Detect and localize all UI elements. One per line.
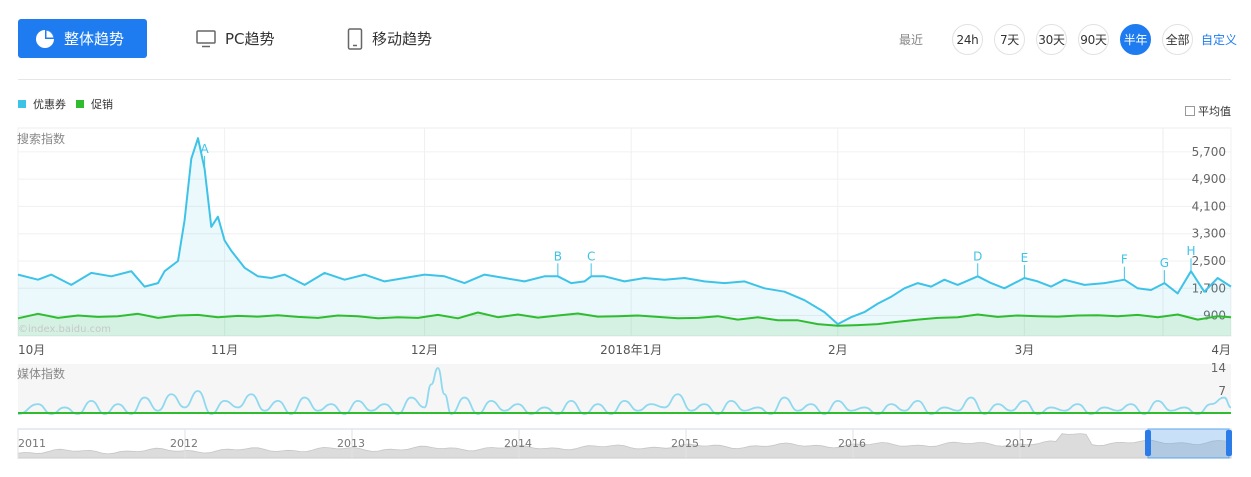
media-plot-area [18, 364, 1231, 414]
navigator-year-label: 2015 [671, 437, 699, 450]
tab-pc-trend[interactable]: PC趋势 [196, 19, 275, 58]
monitor-icon [196, 29, 216, 48]
legend-swatch-promo [76, 100, 84, 108]
time-range-selector: 最近 24h 7天 30天 90天 半年 全部 自定义 [899, 24, 1237, 55]
average-checkbox[interactable] [1185, 106, 1195, 116]
navigator-year-label: 2012 [170, 437, 198, 450]
search-coupon-series-line [17, 137, 1232, 326]
annotation-label-h: H [1186, 244, 1195, 258]
navigator-year-label: 2011 [18, 437, 46, 450]
x-tick-label: 4月 [1211, 343, 1231, 357]
search-promo-series-line [17, 311, 1232, 327]
watermark-text: ©index.baidu.com [18, 324, 111, 335]
annotation-label-c: C [587, 249, 595, 263]
legend-swatch-coupon [18, 100, 26, 108]
annotation-label-g: G [1160, 256, 1169, 270]
media-y-tick-label: 7 [1218, 384, 1226, 398]
range-90d-button[interactable]: 90天 [1077, 24, 1109, 55]
annotation-label-f: F [1121, 253, 1128, 267]
pie-chart-icon [35, 29, 55, 49]
y-tick-label: 5,700 [1192, 145, 1226, 159]
legend-label-coupon: 优惠券 [33, 98, 66, 111]
legend-label-promo: 促销 [91, 98, 113, 111]
x-tick-label: 12月 [411, 343, 438, 357]
navigator-year-label: 2014 [504, 437, 532, 450]
toolbar-divider [18, 79, 1231, 80]
y-tick-label: 4,900 [1192, 172, 1226, 186]
annotation-label-b: B [554, 249, 562, 263]
range-24h-button[interactable]: 24h [951, 24, 983, 55]
y-tick-label: 2,500 [1192, 254, 1226, 268]
range-all-button[interactable]: 全部 [1161, 24, 1193, 55]
range-7d-button[interactable]: 7天 [993, 24, 1025, 55]
navigator-year-label: 2016 [838, 437, 866, 450]
tab-pc-trend-label: PC趋势 [225, 30, 275, 48]
media-index-label: 媒体指数 [17, 366, 65, 381]
range-30d-button[interactable]: 30天 [1035, 24, 1067, 55]
x-tick-label: 2月 [828, 343, 848, 357]
navigator-year-label: 2013 [337, 437, 365, 450]
media-coupon-line [17, 367, 1232, 415]
navigator-area [17, 433, 1232, 459]
y-tick-label: 3,300 [1192, 227, 1226, 241]
range-half-year-button[interactable]: 半年 [1119, 24, 1151, 55]
navigator-left-handle[interactable] [1145, 430, 1151, 456]
search-index-label: 搜索指数 [17, 131, 65, 146]
navigator-year-label: 2017 [1005, 437, 1033, 450]
main-plot-area [17, 127, 1232, 337]
navigator-right-handle[interactable] [1226, 430, 1232, 456]
x-tick-label: 2018年1月 [600, 343, 662, 357]
legend-item-promo[interactable]: 促销 [76, 96, 113, 112]
chart-legend: 优惠券 促销 [18, 96, 123, 112]
legend-item-coupon[interactable]: 优惠券 [18, 96, 66, 112]
average-label: 平均值 [1198, 105, 1231, 118]
x-tick-label: 11月 [211, 343, 238, 357]
mobile-phone-icon [347, 27, 363, 50]
range-custom-link[interactable]: 自定义 [1200, 33, 1237, 47]
x-tick-label: 3月 [1015, 343, 1035, 357]
tab-mobile-trend-label: 移动趋势 [372, 30, 433, 48]
y-tick-label: 900 [1203, 309, 1226, 323]
y-tick-label: 4,100 [1192, 199, 1226, 213]
time-range-label: 最近 [898, 33, 923, 47]
tab-mobile-trend[interactable]: 移动趋势 [347, 19, 432, 58]
average-toggle[interactable]: 平均值 [1185, 103, 1231, 119]
annotation-label-e: E [1021, 251, 1029, 265]
media-y-tick-label: 14 [1211, 361, 1226, 375]
x-tick-label: 10月 [18, 343, 45, 357]
tab-overall-trend-label: 整体趋势 [64, 30, 125, 48]
annotation-label-d: D [973, 249, 982, 263]
tab-overall-trend[interactable]: 整体趋势 [18, 19, 147, 58]
annotation-label-a: A [201, 142, 210, 156]
navigator-selection[interactable] [1147, 428, 1230, 459]
